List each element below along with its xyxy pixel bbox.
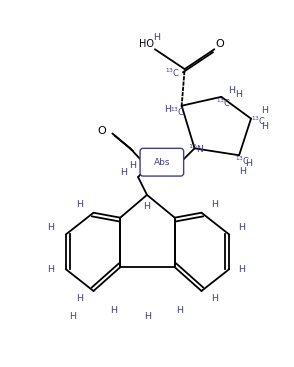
Text: H: H (110, 306, 117, 315)
Text: H: H (261, 106, 268, 115)
Text: H: H (239, 265, 245, 274)
Text: H: H (76, 200, 83, 209)
Text: H: H (143, 202, 151, 211)
FancyBboxPatch shape (140, 148, 184, 176)
Text: H: H (239, 223, 245, 232)
Text: H: H (176, 306, 183, 315)
Text: H: H (144, 312, 151, 321)
Text: H: H (69, 312, 76, 321)
Text: Abs: Abs (153, 158, 170, 167)
Text: H: H (228, 86, 235, 95)
Text: $^{13}$C: $^{13}$C (235, 155, 251, 167)
Text: H: H (211, 200, 218, 209)
Text: H: H (240, 167, 247, 176)
Text: H: H (211, 294, 218, 304)
Text: H: H (120, 168, 127, 177)
Text: $^{13}$C: $^{13}$C (216, 97, 231, 109)
Text: H: H (76, 294, 83, 304)
Text: H: H (235, 90, 243, 99)
Text: O: O (215, 39, 224, 49)
Text: H: H (47, 223, 54, 232)
Text: O: O (97, 126, 106, 135)
Text: $^{13}$C: $^{13}$C (165, 67, 181, 79)
Text: H: H (245, 159, 253, 168)
Text: $^{13}$C: $^{13}$C (170, 105, 185, 118)
Text: H: H (153, 33, 161, 42)
Text: H: H (261, 122, 268, 131)
Text: $^{15}$N: $^{15}$N (188, 142, 205, 155)
Text: H: H (164, 105, 171, 114)
Text: H: H (47, 265, 54, 274)
Text: HO: HO (139, 39, 155, 49)
Text: H: H (129, 161, 136, 170)
Text: $^{13}$C: $^{13}$C (251, 115, 267, 127)
